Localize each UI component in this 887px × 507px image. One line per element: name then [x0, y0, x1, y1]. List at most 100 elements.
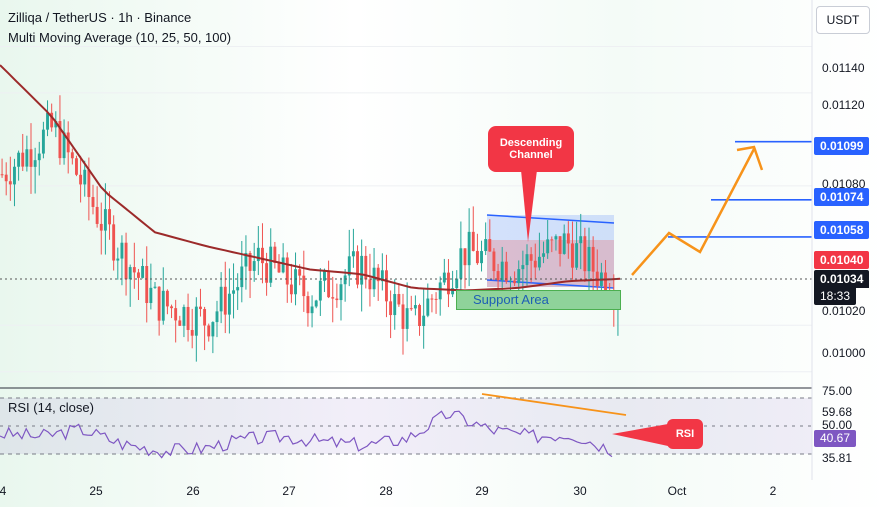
candle-body	[558, 236, 562, 254]
descending-channel-callout[interactable]: Descending Channel	[488, 126, 574, 172]
price-tick: 0.01000	[822, 346, 866, 360]
candle-body	[413, 305, 417, 309]
support-area-box[interactable]: Support Area	[456, 290, 621, 310]
date-tick: 29	[475, 484, 489, 498]
candle-body	[467, 231, 471, 266]
ma-value-tag: 0.01040	[814, 251, 870, 269]
candle-body	[579, 236, 583, 244]
candle-body	[248, 252, 252, 271]
candle-body	[397, 294, 401, 305]
candle-body	[112, 224, 116, 261]
candle-body	[401, 304, 405, 329]
candle-body	[550, 239, 554, 241]
candle-body	[132, 267, 136, 273]
candle-body	[21, 152, 25, 167]
candle-body	[153, 286, 157, 288]
candle-body	[289, 284, 293, 295]
candle-body	[87, 169, 91, 198]
candle-body	[223, 286, 227, 315]
candle-body	[25, 149, 29, 167]
candle-body	[182, 306, 186, 326]
currency-selector[interactable]: USDT	[816, 6, 870, 34]
date-tick: 2	[769, 484, 777, 498]
candle-body	[376, 267, 380, 282]
candle-body	[0, 174, 4, 176]
candle-body	[380, 270, 384, 282]
candle-body	[194, 306, 198, 336]
candle-body	[587, 246, 591, 272]
candle-body	[562, 233, 566, 254]
level-lines	[668, 140, 812, 238]
rsi-legend[interactable]: RSI (14, close)	[8, 400, 94, 415]
candle-body	[207, 325, 211, 337]
candle-body	[571, 243, 574, 268]
candle-body	[170, 306, 173, 309]
candle-body	[393, 294, 397, 316]
candle-body	[542, 253, 545, 257]
date-tick: Oct	[667, 484, 687, 498]
candle-body	[211, 322, 215, 337]
indicator-legend[interactable]: Multi Moving Average (10, 25, 50, 100)	[8, 30, 232, 45]
candle-body	[591, 246, 595, 272]
candle-body	[256, 247, 260, 262]
price-tick: 0.01140	[822, 61, 865, 75]
candle-body	[190, 329, 194, 336]
candle-body	[149, 287, 153, 304]
candle-body	[116, 258, 120, 261]
candle-body	[442, 272, 446, 283]
candle-body	[509, 280, 512, 282]
candle-body	[236, 287, 240, 291]
candle-body	[285, 257, 289, 285]
candle-body	[537, 256, 541, 268]
candle-body	[120, 242, 124, 259]
candle-body	[343, 275, 347, 285]
current-price-tag: 0.01034	[814, 270, 870, 288]
candle-body	[261, 247, 264, 264]
candle-body	[4, 174, 8, 182]
price-tick: 0.01120	[822, 98, 865, 112]
channel-upper-line	[486, 214, 615, 224]
candle-body	[504, 261, 508, 282]
candle-body	[426, 298, 430, 316]
candle-body	[438, 282, 442, 300]
date-tick: 28	[379, 484, 393, 498]
candle-body	[277, 262, 281, 273]
level-tag-2: 0.01058	[814, 221, 870, 239]
candle-body	[219, 286, 223, 312]
grid-layer	[0, 45, 812, 373]
price-tick: 0.01020	[822, 304, 866, 318]
candle-body	[521, 265, 525, 270]
candle-body	[463, 248, 467, 266]
candle-body	[58, 121, 62, 159]
date-tick: 30	[573, 484, 587, 498]
candle-body	[33, 160, 37, 167]
candle-body	[347, 256, 351, 276]
candle-body	[281, 257, 285, 273]
candle-body	[554, 236, 558, 240]
candle-body	[434, 298, 438, 300]
candle-body	[174, 308, 178, 321]
candle-body	[232, 290, 235, 294]
rsi-callout[interactable]: RSI	[667, 419, 703, 449]
candle-body	[368, 279, 372, 290]
moving-average-line	[0, 64, 621, 292]
candle-body	[17, 152, 21, 167]
candle-body	[124, 242, 128, 280]
level-tag-1: 0.01074	[814, 188, 870, 206]
candle-body	[186, 306, 190, 330]
candle-body	[37, 153, 41, 161]
candle-body	[310, 306, 314, 314]
candle-body	[62, 132, 66, 159]
rsi-divergence-line	[481, 393, 627, 416]
channel-callout-pointer	[521, 170, 537, 242]
candle-body	[422, 315, 426, 327]
candle-body	[546, 239, 550, 254]
candle-body	[385, 270, 388, 302]
candle-body	[66, 132, 70, 153]
candle-body	[418, 305, 421, 327]
candle-body	[583, 236, 587, 272]
candle-body	[459, 248, 463, 279]
rsi-value-tag: 40.67	[814, 430, 857, 447]
date-tick: 4	[0, 484, 7, 498]
candle-body	[145, 266, 149, 304]
